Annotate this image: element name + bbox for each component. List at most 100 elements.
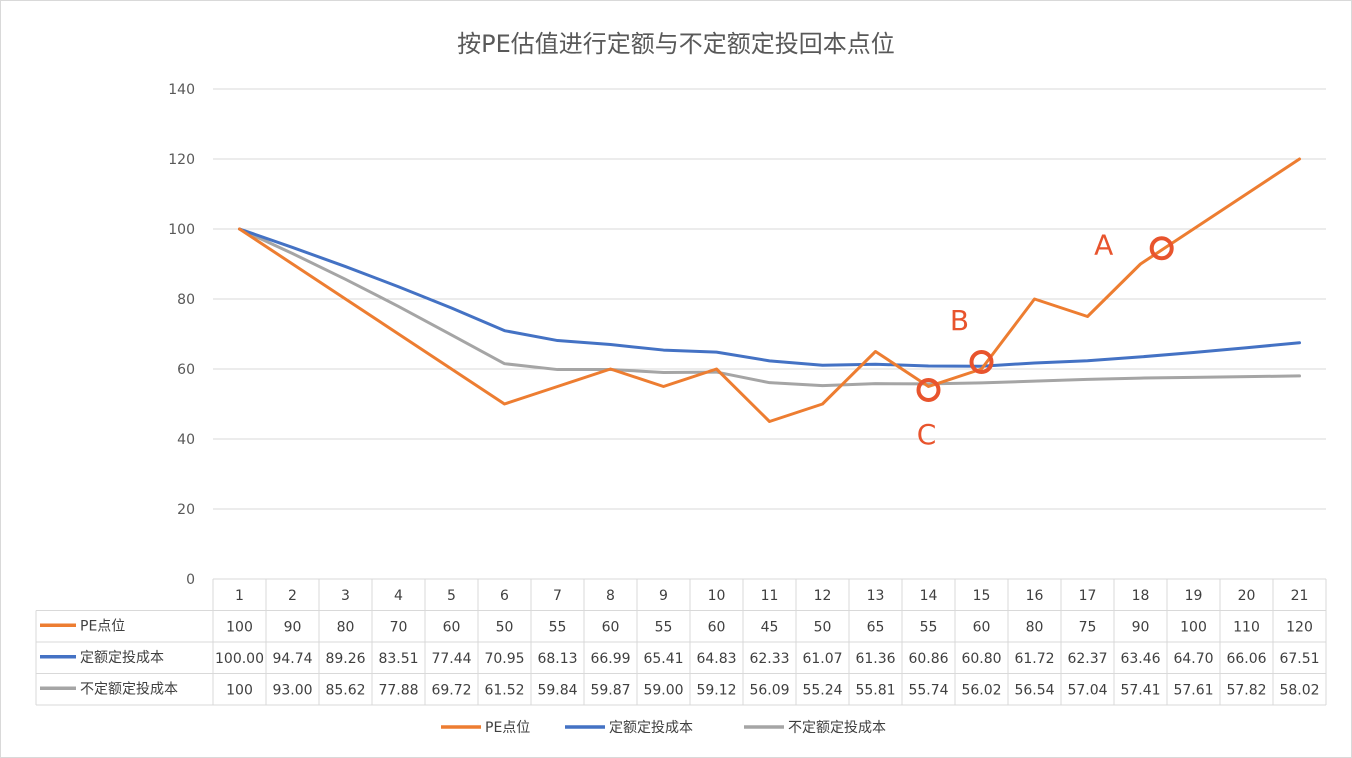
x-tick-label: 20 [1238,588,1256,604]
table-series-name: 不定额定投成本 [80,681,178,697]
x-tick-label: 12 [814,588,832,604]
legend-entry: 定额定投成本 [609,720,693,736]
data-label: 90 [284,619,302,635]
data-label: 100 [1180,619,1207,635]
data-label: 57.41 [1120,682,1160,698]
data-label: 65 [867,619,885,635]
x-tick-label: 3 [341,588,350,604]
data-label: 62.37 [1067,651,1107,667]
x-tick-label: 5 [447,588,456,604]
y-tick-label: 60 [177,362,195,378]
data-label: 56.02 [961,682,1001,698]
data-label: 66.06 [1226,651,1266,667]
data-label: 56.54 [1014,682,1054,698]
data-label: 83.51 [378,651,418,667]
data-label: 75 [1079,619,1097,635]
data-label: 77.88 [378,682,418,698]
x-tick-label: 19 [1185,588,1203,604]
x-tick-label: 4 [394,588,403,604]
data-label: 45 [761,619,779,635]
data-label: 50 [496,619,514,635]
data-label: 55 [920,619,938,635]
data-label: 64.83 [696,651,736,667]
data-label: 57.04 [1067,682,1107,698]
data-label: 69.72 [431,682,471,698]
x-tick-label: 6 [500,588,509,604]
series-line [238,157,1301,423]
gridlines [213,88,1326,510]
data-label: 70.95 [484,651,524,667]
data-label: 64.70 [1173,651,1213,667]
data-label: 55.24 [802,682,842,698]
data-label: 68.13 [537,651,577,667]
data-label: 60 [708,619,726,635]
data-label: 57.61 [1173,682,1213,698]
annotation-marker [916,378,941,402]
data-label: 58.02 [1279,682,1319,698]
x-tick-label: 14 [920,588,938,604]
data-label: 61.72 [1014,651,1054,667]
y-tick-label: 20 [177,502,195,518]
x-tick-label: 9 [659,588,668,604]
data-label: 60.86 [908,651,948,667]
x-tick-label: 18 [1132,588,1150,604]
chart-title: 按PE估值进行定额与不定额定投回本点位 [457,30,895,58]
legend-entry: 不定额定投成本 [788,720,886,736]
data-label: 90 [1132,619,1150,635]
data-label: 59.00 [643,682,683,698]
annotations: A B C [916,228,1174,451]
data-label: 55 [655,619,673,635]
table-series-name: PE点位 [80,618,125,634]
data-label: 61.52 [484,682,524,698]
x-tick-label: 8 [606,588,615,604]
data-label: 59.84 [537,682,577,698]
data-label: 110 [1233,619,1260,635]
data-label: 62.33 [749,651,789,667]
data-label: 77.44 [431,651,471,667]
y-tick-label: 80 [177,292,195,308]
data-label: 80 [337,619,355,635]
data-label: 61.36 [855,651,895,667]
data-label: 61.07 [802,651,842,667]
data-label: 60 [602,619,620,635]
data-label: 100.00 [215,651,264,667]
y-tick-label: 120 [168,152,195,168]
data-label: 57.82 [1226,682,1266,698]
x-tick-label: 16 [1026,588,1044,604]
data-label: 59.12 [696,682,736,698]
data-label: 120 [1286,619,1313,635]
x-tick-label: 7 [553,588,562,604]
data-label: 100 [226,619,253,635]
y-tick-label: 0 [186,572,195,588]
data-label: 56.09 [749,682,789,698]
data-label: 60.80 [961,651,1001,667]
series-line [238,227,1301,368]
x-tick-label: 11 [761,588,779,604]
data-label: 66.99 [590,651,630,667]
data-label: 55.81 [855,682,895,698]
data-label: 60 [973,619,991,635]
y-tick-label: 140 [168,82,195,98]
data-label: 93.00 [272,682,312,698]
data-label: 60 [443,619,461,635]
y-tick-label: 100 [168,222,195,238]
data-label: 80 [1026,619,1044,635]
x-tick-label: 10 [708,588,726,604]
data-label: 59.87 [590,682,630,698]
legend-entry: PE点位 [485,720,530,736]
y-axis: 0 20 40 60 80 100 120 140 [168,82,195,588]
table-series-name: 定额定投成本 [80,650,164,666]
x-tick-label: 21 [1291,588,1309,604]
annotation-marker [969,350,994,374]
data-label: 63.46 [1120,651,1160,667]
legend: PE点位 定额定投成本 不定额定投成本 [441,720,886,736]
data-label: 89.26 [325,651,365,667]
annotation-label: C [917,418,937,451]
data-label: 55.74 [908,682,948,698]
data-label: 50 [814,619,832,635]
annotation-label: B [950,304,969,337]
x-tick-label: 1 [235,588,244,604]
x-tick-label: 2 [288,588,297,604]
